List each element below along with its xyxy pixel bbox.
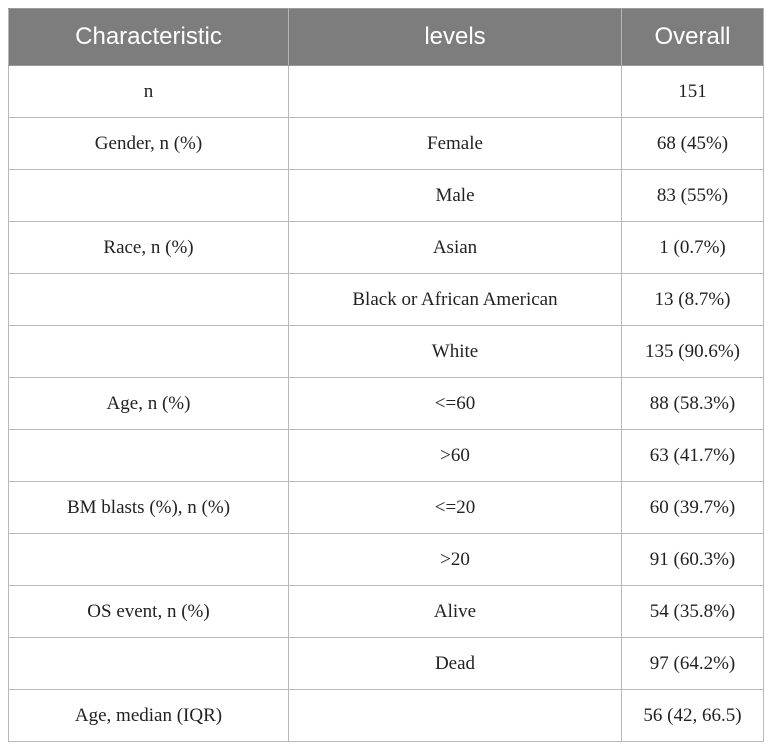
table-body: n 151 Gender, n (%) Female 68 (45%) Male… (8, 65, 764, 742)
table-row: Age, median (IQR) 56 (42, 66.5) (8, 689, 764, 742)
cell-level: <=60 (288, 377, 622, 430)
cell-characteristic (8, 325, 289, 378)
cell-characteristic (8, 533, 289, 586)
table-row: n 151 (8, 65, 764, 118)
cell-characteristic: BM blasts (%), n (%) (8, 481, 289, 534)
cell-overall: 60 (39.7%) (621, 481, 764, 534)
cell-overall: 56 (42, 66.5) (621, 689, 764, 742)
table-header: Characteristic levels Overall (8, 8, 764, 66)
table-row: >20 91 (60.3%) (8, 533, 764, 586)
table-row: Race, n (%) Asian 1 (0.7%) (8, 221, 764, 274)
cell-level (288, 65, 622, 118)
cell-characteristic: Age, median (IQR) (8, 689, 289, 742)
cell-level: White (288, 325, 622, 378)
cell-overall: 91 (60.3%) (621, 533, 764, 586)
table-row: Dead 97 (64.2%) (8, 637, 764, 690)
cell-overall: 151 (621, 65, 764, 118)
header-characteristic: Characteristic (8, 8, 289, 66)
table-row: Male 83 (55%) (8, 169, 764, 222)
cell-level: Black or African American (288, 273, 622, 326)
cell-characteristic (8, 429, 289, 482)
table-row: White 135 (90.6%) (8, 325, 764, 378)
cell-overall: 1 (0.7%) (621, 221, 764, 274)
characteristics-table: Characteristic levels Overall n 151 Gend… (8, 8, 764, 742)
cell-level: >60 (288, 429, 622, 482)
cell-overall: 63 (41.7%) (621, 429, 764, 482)
cell-characteristic (8, 169, 289, 222)
cell-characteristic (8, 637, 289, 690)
characteristics-table-container: Characteristic levels Overall n 151 Gend… (8, 8, 764, 742)
cell-characteristic: n (8, 65, 289, 118)
table-row: OS event, n (%) Alive 54 (35.8%) (8, 585, 764, 638)
cell-level: Alive (288, 585, 622, 638)
cell-characteristic: Age, n (%) (8, 377, 289, 430)
table-row: Gender, n (%) Female 68 (45%) (8, 117, 764, 170)
cell-overall: 13 (8.7%) (621, 273, 764, 326)
cell-characteristic: Gender, n (%) (8, 117, 289, 170)
cell-level: Asian (288, 221, 622, 274)
cell-level: Male (288, 169, 622, 222)
cell-overall: 97 (64.2%) (621, 637, 764, 690)
cell-level: >20 (288, 533, 622, 586)
cell-overall: 68 (45%) (621, 117, 764, 170)
cell-level: Dead (288, 637, 622, 690)
cell-level: Female (288, 117, 622, 170)
cell-characteristic (8, 273, 289, 326)
table-row: BM blasts (%), n (%) <=20 60 (39.7%) (8, 481, 764, 534)
cell-characteristic: Race, n (%) (8, 221, 289, 274)
cell-overall: 135 (90.6%) (621, 325, 764, 378)
cell-level (288, 689, 622, 742)
header-row: Characteristic levels Overall (8, 8, 764, 66)
header-levels: levels (288, 8, 622, 66)
cell-level: <=20 (288, 481, 622, 534)
cell-overall: 88 (58.3%) (621, 377, 764, 430)
cell-overall: 83 (55%) (621, 169, 764, 222)
table-row: >60 63 (41.7%) (8, 429, 764, 482)
table-row: Black or African American 13 (8.7%) (8, 273, 764, 326)
cell-overall: 54 (35.8%) (621, 585, 764, 638)
header-overall: Overall (621, 8, 764, 66)
table-row: Age, n (%) <=60 88 (58.3%) (8, 377, 764, 430)
cell-characteristic: OS event, n (%) (8, 585, 289, 638)
